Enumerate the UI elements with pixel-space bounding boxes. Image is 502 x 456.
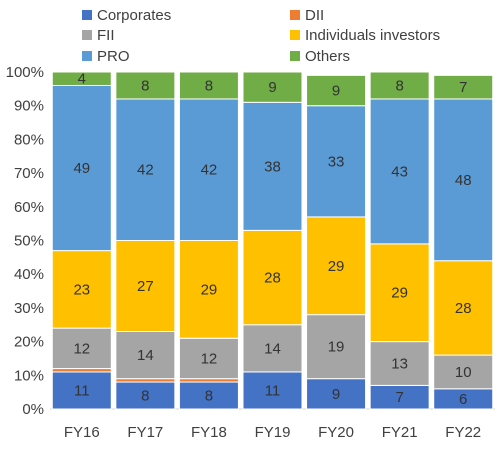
data-label: 7 [395,389,403,406]
bar-segment-corporates-fy16 [51,371,112,410]
legend-swatch-others [290,51,300,61]
bar-segment-fii-fy19 [242,324,303,373]
data-label: 12 [201,350,218,367]
data-label: 29 [391,285,408,302]
bar-segment-individuals-investors-fy20 [306,216,367,316]
bar-segment-fii-fy22 [433,354,494,390]
bar-segment-individuals-investors-fy18 [178,240,239,339]
data-label: 10 [455,364,472,381]
data-label: 8 [205,77,213,94]
bar-segment-dii-fy16 [51,368,112,373]
legend-swatch-pro [82,51,92,61]
data-label: 42 [137,162,154,179]
bar-segment-pro-fy19 [242,101,303,231]
data-label: 14 [264,340,281,357]
bar-segment-others-fy17 [115,71,176,100]
bar-segment-individuals-investors-fy19 [242,229,303,326]
data-label: 6 [459,391,467,408]
bar-segment-fii-fy21 [369,341,430,386]
bar-segment-fii-fy18 [178,337,239,380]
y-tick-label: 100% [6,64,44,81]
legend-label: Corporates [97,7,171,24]
legend-label: FII [97,27,115,44]
bar-segment-dii-fy18 [178,378,239,383]
data-label: 33 [328,153,345,170]
data-label: 8 [205,388,213,405]
x-tick-label: FY18 [191,424,227,441]
data-label: 4 [78,71,86,88]
legend-swatch-dii [290,10,300,20]
bar-segment-corporates-fy20 [306,378,367,410]
y-tick-label: 90% [14,98,44,115]
bar-segment-fii-fy16 [51,327,112,370]
data-label: 11 [265,382,281,399]
data-label: 38 [264,158,281,175]
data-label: 43 [391,163,408,180]
x-tick-label: FY19 [255,424,291,441]
legend-label: DII [305,7,324,24]
bar-segment-corporates-fy17 [115,381,176,410]
y-tick-label: 70% [14,165,44,182]
data-label: 29 [201,281,218,298]
data-label: 29 [328,258,345,275]
data-label: 19 [328,339,345,356]
data-label: 42 [201,162,218,179]
bar-segment-others-fy22 [433,74,494,100]
data-label: 8 [141,388,149,405]
data-label: 28 [455,300,472,317]
bar-segment-others-fy19 [242,71,303,103]
legend-swatch-individuals-investors [290,30,300,40]
y-tick-label: 40% [14,266,44,283]
y-tick-label: 0% [22,401,44,418]
bar-segment-pro-fy16 [51,84,112,252]
data-label: 23 [73,281,90,298]
y-tick-label: 50% [14,233,44,250]
data-label: 7 [459,79,467,96]
y-tick-label: 30% [14,300,44,317]
data-label: 49 [73,160,90,177]
data-label: 13 [391,356,408,373]
x-tick-label: FY21 [382,424,418,441]
data-label: 11 [74,382,90,399]
data-label: 9 [332,386,340,403]
legend-label: PRO [97,48,130,65]
bar-segment-corporates-fy19 [242,371,303,410]
bar-segment-others-fy20 [306,74,367,107]
bar-segment-pro-fy18 [178,98,239,241]
bar-segment-individuals-investors-fy17 [115,240,176,332]
x-tick-label: FY20 [318,424,354,441]
y-tick-label: 20% [14,334,44,351]
bar-segment-others-fy16 [51,71,112,86]
y-tick-label: 10% [14,367,44,384]
data-label: 28 [264,270,281,287]
bar-segment-others-fy18 [178,71,239,100]
data-label: 27 [137,278,154,295]
data-label: 8 [395,77,403,94]
bar-segment-fii-fy20 [306,314,367,380]
legend-label: Others [305,48,350,65]
data-label: 14 [137,347,154,364]
data-label: 9 [268,79,276,96]
bar-segment-pro-fy17 [115,98,176,241]
legend-swatch-fii [82,30,92,40]
legend-swatch-corporates [82,10,92,20]
legend-label: Individuals investors [305,27,440,44]
bar-segment-fii-fy17 [115,330,176,380]
bar-segment-individuals-investors-fy22 [433,260,494,356]
y-tick-label: 80% [14,131,44,148]
x-tick-label: FY16 [64,424,100,441]
x-tick-label: FY22 [445,424,481,441]
data-label: 48 [455,172,472,189]
bar-segment-pro-fy22 [433,98,494,262]
y-tick-label: 60% [14,199,44,216]
bar-segment-others-fy21 [369,71,430,100]
data-label: 12 [73,340,90,357]
data-label: 9 [332,83,340,100]
x-tick-label: FY17 [127,424,163,441]
data-label: 8 [141,77,149,94]
bar-segment-dii-fy17 [115,378,176,383]
